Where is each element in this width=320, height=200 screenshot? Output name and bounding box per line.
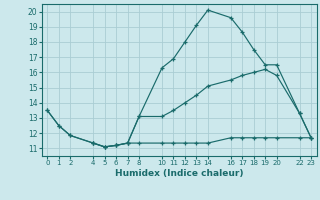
X-axis label: Humidex (Indice chaleur): Humidex (Indice chaleur) [115, 169, 244, 178]
